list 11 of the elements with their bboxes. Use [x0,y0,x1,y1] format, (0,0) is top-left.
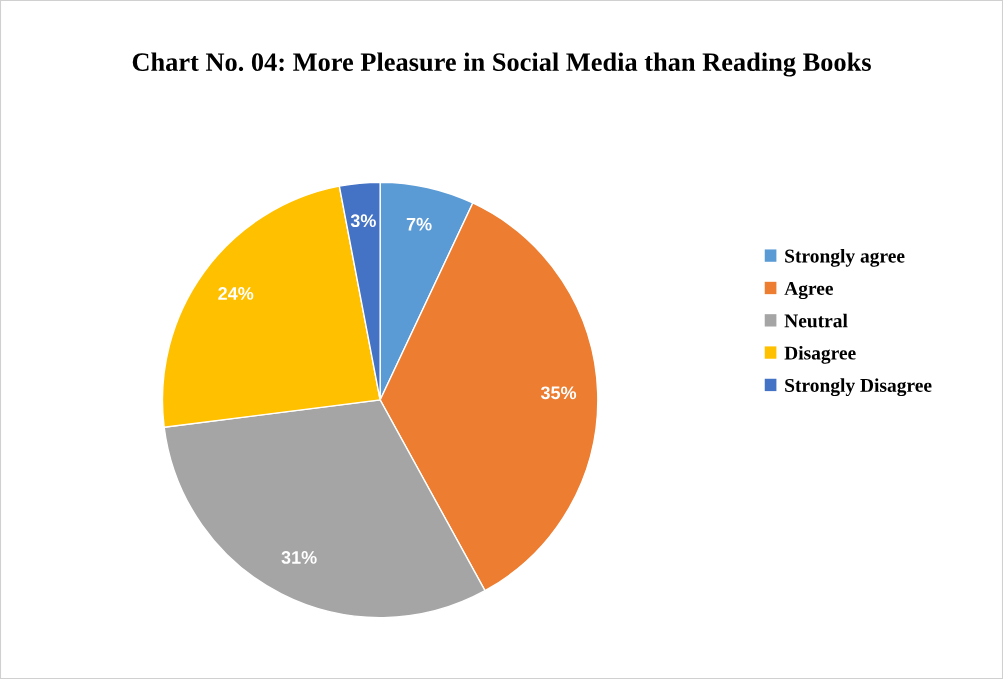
legend-label: Agree [784,282,833,300]
data-label: 35% [540,386,577,400]
chart-title: Chart No. 04: More Pleasure in Social Media than Reading Books [132,52,871,77]
legend-label: Neutral [784,313,848,328]
data-label: 3% [350,214,376,228]
data-label: 24% [218,287,254,300]
legend-label: Strongly Disagree [785,378,932,397]
legend-label: Disagree [784,345,856,364]
legend-label: Strongly agree [785,248,905,267]
data-label: 31% [281,551,317,564]
data-label: 7% [406,217,432,231]
